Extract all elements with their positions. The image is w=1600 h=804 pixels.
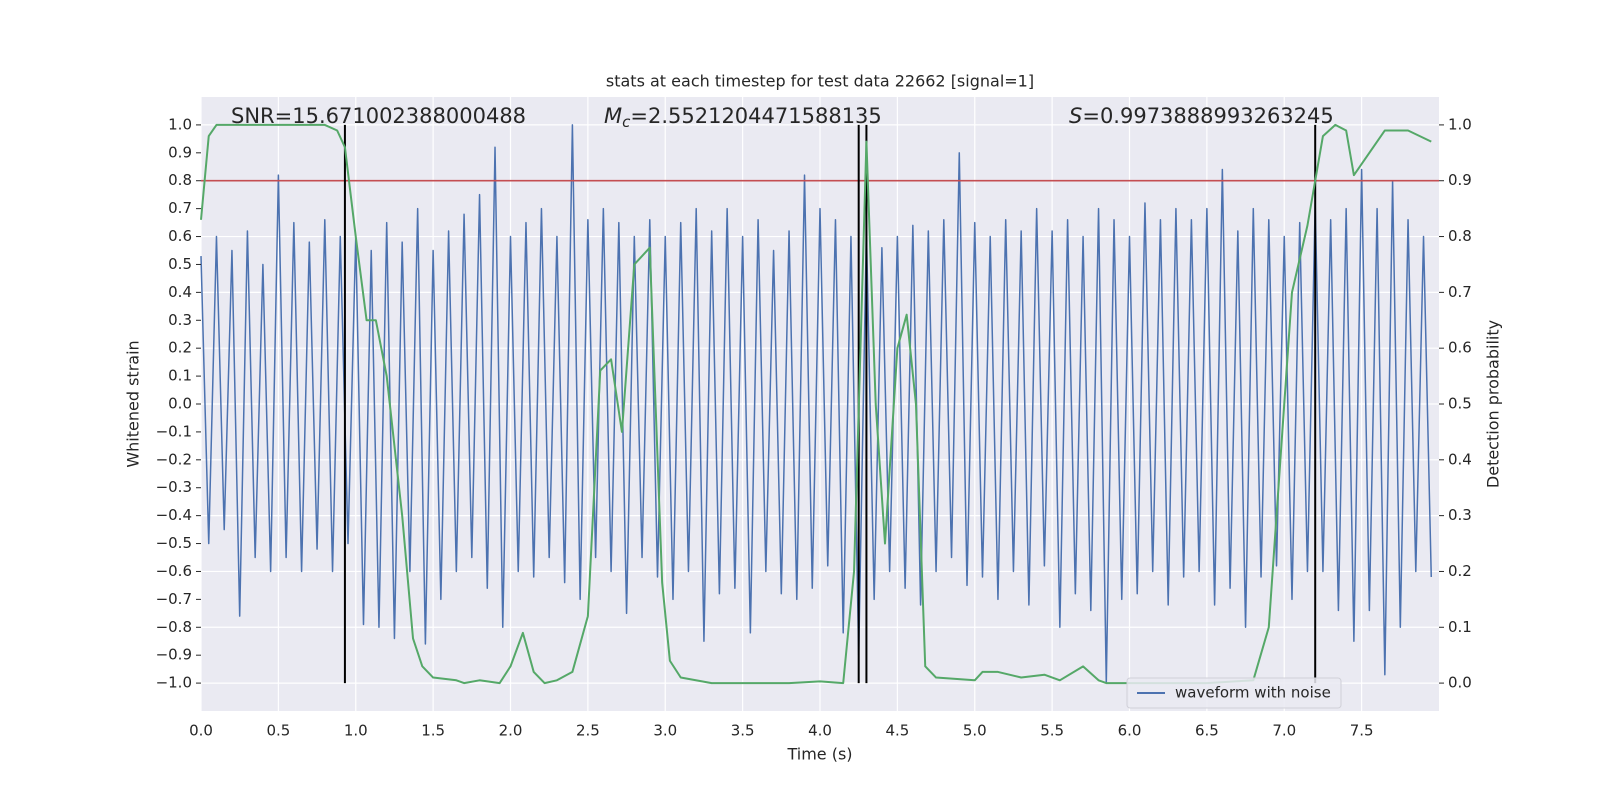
y-tick-label: −0.3 [156,478,192,496]
x-tick-label: 1.0 [344,722,368,740]
y2-tick-label: 0.6 [1448,339,1472,357]
y-tick-label: −0.6 [156,562,192,580]
y-tick-label: 0.0 [168,395,192,413]
x-tick-label: 2.0 [499,722,523,740]
mc-text: =2.5521204471588135 [630,104,881,128]
y-tick-label: −0.1 [156,422,192,440]
snr-annotation: SNR=15.671002388000488 [231,104,526,128]
x-tick-label: 6.5 [1195,722,1219,740]
y2-tick-label: 0.7 [1448,283,1472,301]
x-tick-label: 2.5 [576,722,600,740]
mc-subscript: c [622,113,631,131]
legend-box [1126,677,1342,709]
y2-tick-label: 0.5 [1448,395,1472,413]
x-tick-label: 4.5 [885,722,909,740]
y2-tick-label: 0.9 [1448,171,1472,189]
s-text: =0.9973888993263245 [1082,104,1333,128]
y-tick-label: 0.7 [168,199,192,217]
y-tick-label: 0.2 [168,339,192,357]
x-tick-label: 1.5 [421,722,445,740]
y-tick-label: 0.3 [168,311,192,329]
y-tick-label: 0.4 [168,283,192,301]
mc-symbol: M [604,104,622,128]
x-tick-label: 3.5 [731,722,755,740]
y-tick-label: 1.0 [168,115,192,133]
x-tick-label: 5.0 [963,722,987,740]
y2-tick-label: 0.0 [1448,674,1472,692]
y-tick-label: −0.9 [156,646,192,664]
y2-tick-label: 0.4 [1448,450,1472,468]
s-symbol: S [1069,104,1082,128]
y-tick-label: −0.4 [156,506,192,524]
y2-tick-label: 1.0 [1448,115,1472,133]
y2-tick-label: 0.3 [1448,506,1472,524]
x-tick-label: 7.5 [1350,722,1374,740]
y-tick-label: −0.5 [156,534,192,552]
chart-title: stats at each timestep for test data 226… [606,72,1034,91]
x-tick-label: 7.0 [1272,722,1296,740]
x-tick-label: 5.5 [1040,722,1064,740]
y2-tick-label: 0.8 [1448,227,1472,245]
x-tick-label: 0.0 [189,722,213,740]
y-tick-label: 0.9 [168,143,192,161]
y-tick-label: 0.8 [168,171,192,189]
y2-tick-label: 0.2 [1448,562,1472,580]
x-tick-label: 0.5 [266,722,290,740]
y-tick-label: −0.2 [156,450,192,468]
s-annotation: S=0.9973888993263245 [1069,104,1334,128]
y2-axis-label: Detection probability [1484,320,1503,488]
y-tick-label: −0.7 [156,590,192,608]
x-tick-label: 3.0 [653,722,677,740]
legend-label: waveform with noise [1175,684,1331,702]
x-tick-label: 4.0 [808,722,832,740]
y-tick-label: 0.6 [168,227,192,245]
y-tick-label: −1.0 [156,674,192,692]
y2-tick-label: 0.1 [1448,618,1472,636]
series-line [200,124,1433,684]
y-axis-label: Whitened strain [124,340,143,467]
x-axis-label: Time (s) [786,745,852,764]
x-tick-label: 6.0 [1118,722,1142,740]
y-tick-label: 0.5 [168,255,192,273]
mc-annotation: Mc=2.5521204471588135 [604,104,882,131]
y-tick-label: −0.8 [156,618,192,636]
y-tick-label: 0.1 [168,367,192,385]
